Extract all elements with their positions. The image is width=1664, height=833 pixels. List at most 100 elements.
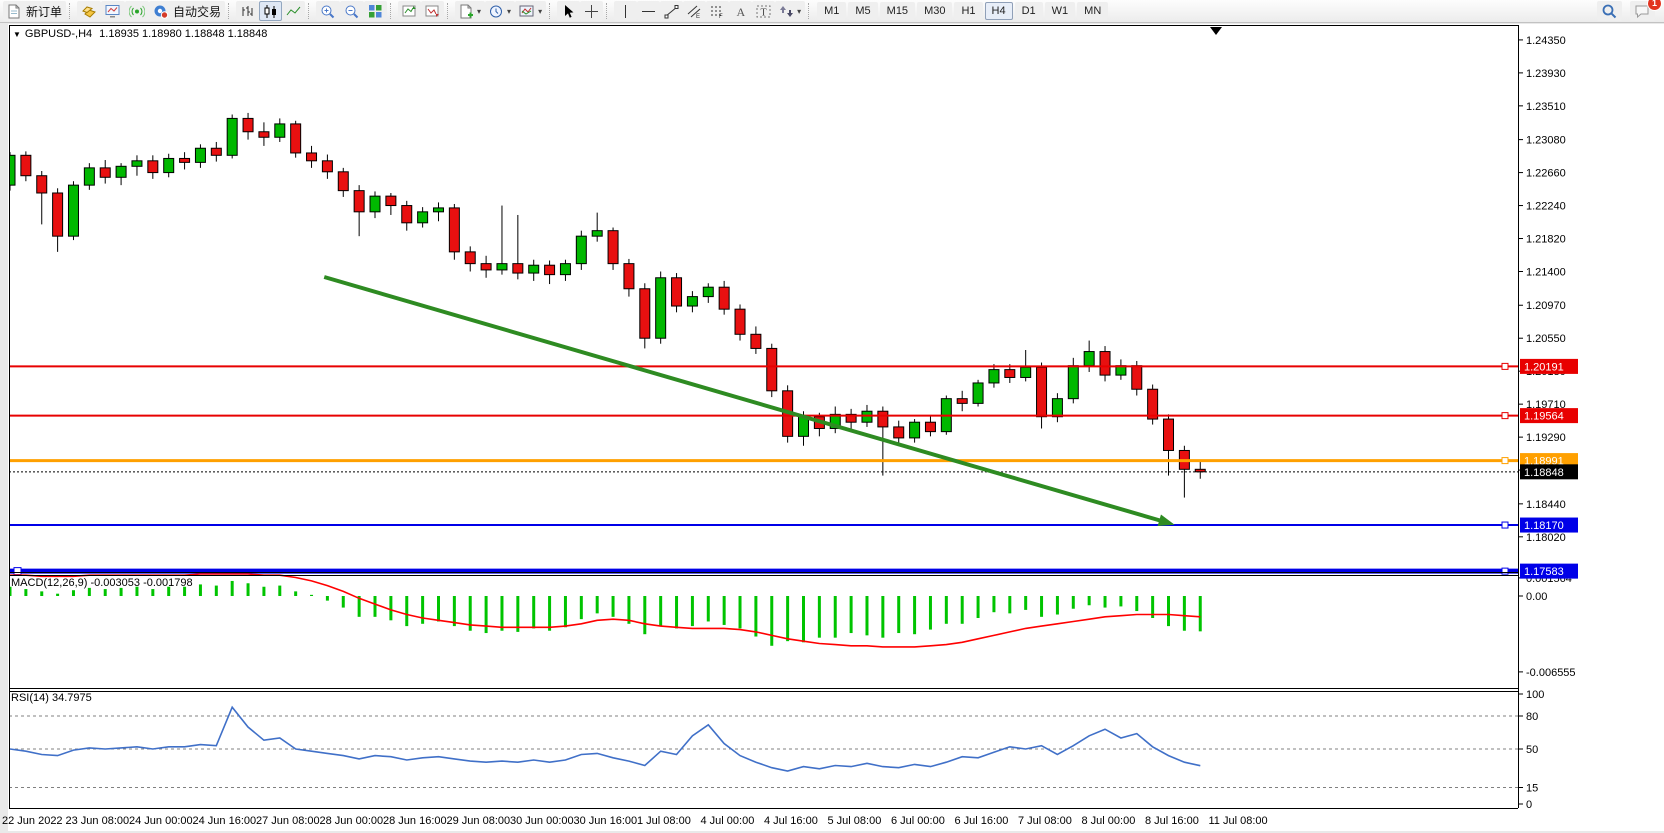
- time-axis-label: 4 Jul 16:00: [764, 815, 818, 827]
- bear-candle: [639, 288, 651, 339]
- periods-dropdown-button[interactable]: ▾: [485, 1, 516, 21]
- templates-button[interactable]: ▾: [515, 1, 547, 21]
- crosshair-button[interactable]: [580, 1, 604, 21]
- chart-shift-marker[interactable]: [1210, 27, 1222, 35]
- bear-candle: [1194, 468, 1206, 473]
- symbol-period-label: GBPUSD-,H4: [24, 28, 93, 40]
- signal-icon: [129, 5, 146, 17]
- rsi-axis-label: 0: [1526, 799, 1532, 811]
- bear-candle: [512, 263, 524, 274]
- vertical-line-button[interactable]: [614, 1, 638, 21]
- macd-axis-label: -0.006555: [1526, 667, 1576, 679]
- bull-candle: [1020, 366, 1032, 378]
- candlestick-chart-button[interactable]: [259, 1, 283, 21]
- new-chart-button[interactable]: ▾: [455, 1, 486, 21]
- price-level-badge-text: 1.18170: [1524, 520, 1564, 532]
- text-label-button[interactable]: T: [752, 1, 776, 21]
- trendline-button[interactable]: [660, 1, 684, 21]
- trend-line-arrowhead: [1157, 514, 1175, 527]
- bull-candle: [83, 167, 95, 186]
- arrange-charts-button[interactable]: [398, 1, 422, 21]
- cascade-charts-button[interactable]: [421, 1, 445, 21]
- gold-button[interactable]: [77, 1, 102, 21]
- period-button-m30[interactable]: M30: [917, 2, 953, 20]
- period-button-w1[interactable]: W1: [1044, 2, 1076, 20]
- line-anchor-handle[interactable]: [1501, 567, 1509, 575]
- equidistant-channel-button[interactable]: E: [683, 1, 707, 21]
- time-axis-label: 7 Jul 08:00: [1018, 815, 1072, 827]
- bear-candle: [147, 160, 159, 174]
- bear-candle: [1163, 418, 1175, 451]
- trend-line[interactable]: [323, 275, 1163, 524]
- zoom-in-button[interactable]: [316, 1, 341, 21]
- chart-menu-caret[interactable]: ▼: [13, 30, 21, 39]
- time-axis-label: 28 Jun 16:00: [383, 815, 447, 827]
- time-axis-label: 27 Jun 08:00: [256, 815, 320, 827]
- arrows-button[interactable]: ▾: [775, 1, 806, 21]
- period-button-h4[interactable]: H4: [984, 2, 1013, 20]
- new-order-button[interactable]: 新订单: [3, 1, 67, 21]
- fibonacci-icon: F: [711, 6, 724, 19]
- time-axis-label: 29 Jun 08:00: [447, 815, 511, 827]
- zoom-out-button[interactable]: [340, 1, 365, 21]
- period-button-m1[interactable]: M1: [817, 2, 847, 20]
- bear-candle: [607, 230, 619, 265]
- line-anchor-handle[interactable]: [13, 567, 22, 576]
- svg-text:T: T: [761, 7, 767, 18]
- time-axis-label: 8 Jul 00:00: [1082, 815, 1136, 827]
- toolbar-grip: [606, 3, 609, 19]
- period-button-h1[interactable]: H1: [954, 2, 983, 20]
- time-axis-label: 28 Jun 00:00: [320, 815, 384, 827]
- bull-candle: [528, 264, 540, 274]
- market-watch-button[interactable]: [101, 1, 126, 21]
- time-axis-label: 6 Jul 16:00: [955, 815, 1009, 827]
- line-anchor-handle[interactable]: [1501, 521, 1509, 529]
- bull-candle: [702, 286, 714, 298]
- arrows-icon: [780, 5, 794, 17]
- bear-candle: [306, 152, 318, 162]
- period-button-d1[interactable]: D1: [1014, 2, 1043, 20]
- line-anchor-handle[interactable]: [1501, 362, 1509, 370]
- bull-candle: [861, 410, 873, 423]
- time-axis-label: 24 Jun 16:00: [193, 815, 257, 827]
- price-axis-label: 1.23510: [1526, 101, 1566, 113]
- current-price-badge: [1520, 464, 1578, 480]
- period-button-mn[interactable]: MN: [1077, 2, 1109, 20]
- bear-candle: [401, 205, 413, 224]
- new-order-icon: [8, 4, 20, 18]
- bar-chart-button[interactable]: [236, 1, 260, 21]
- macd-indicator-label: MACD(12,26,9) -0.003053 -0.001798: [11, 577, 193, 589]
- line-anchor-handle[interactable]: [1501, 412, 1509, 420]
- period-button-m5[interactable]: M5: [848, 2, 878, 20]
- text-label-icon: T: [756, 5, 771, 18]
- search-button[interactable]: [1597, 1, 1622, 21]
- bear-candle: [242, 117, 254, 133]
- bear-candle: [480, 263, 492, 271]
- svg-text:A: A: [737, 5, 746, 19]
- signal-button[interactable]: [125, 1, 150, 21]
- auto-trading-button[interactable]: 自动交易: [149, 1, 226, 21]
- zoom-out-icon: [345, 5, 359, 18]
- bull-candle: [67, 184, 79, 237]
- cursor-button[interactable]: [557, 1, 581, 21]
- bull-candle: [988, 369, 1000, 384]
- bear-candle: [924, 421, 936, 433]
- line-chart-button[interactable]: [282, 1, 306, 21]
- bear-candle: [99, 167, 111, 178]
- text-button[interactable]: A: [729, 1, 753, 21]
- main-toolbar: 新订单 自动交易 ▾ ▾: [0, 0, 1664, 23]
- toolbar-grip: [69, 3, 72, 19]
- bull-candle: [163, 157, 175, 174]
- period-selector: M1 M5 M15 M30 H1 H4 D1 W1 MN: [816, 2, 1109, 20]
- tile-windows-button[interactable]: [364, 1, 388, 21]
- tile-windows-icon: [369, 4, 382, 17]
- bear-candle: [766, 347, 778, 392]
- fibonacci-button[interactable]: F: [706, 1, 730, 21]
- chart-header: ▼ GBPUSD-,H4 1.18935 1.18980 1.18848 1.188…: [13, 28, 267, 40]
- notification-badge[interactable]: 1: [1647, 0, 1662, 11]
- horizontal-line-button[interactable]: [637, 1, 661, 21]
- line-anchor-handle[interactable]: [1501, 457, 1509, 465]
- period-button-m15[interactable]: M15: [879, 2, 916, 20]
- bull-candle: [655, 277, 667, 339]
- price-level-badge-text: 1.20191: [1524, 361, 1564, 373]
